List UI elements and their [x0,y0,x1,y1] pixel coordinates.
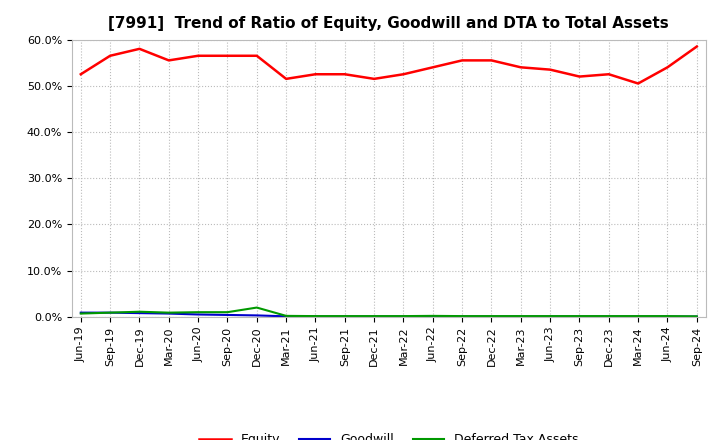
Deferred Tax Assets [106,310,114,315]
Equity [693,44,701,49]
Goodwill [605,314,613,319]
Goodwill [194,312,202,317]
Equity [634,81,642,86]
Legend: Equity, Goodwill, Deferred Tax Assets: Equity, Goodwill, Deferred Tax Assets [194,429,583,440]
Goodwill [341,314,349,319]
Goodwill [428,314,437,319]
Deferred Tax Assets [399,313,408,319]
Goodwill [546,314,554,319]
Goodwill [516,314,525,319]
Deferred Tax Assets [693,314,701,319]
Equity [223,53,232,59]
Goodwill [370,314,379,319]
Equity [575,74,584,79]
Equity [282,76,290,81]
Equity [194,53,202,59]
Equity [164,58,173,63]
Deferred Tax Assets [516,313,525,319]
Goodwill [253,313,261,318]
Goodwill [663,314,672,319]
Deferred Tax Assets [575,313,584,319]
Equity [458,58,467,63]
Deferred Tax Assets [546,313,554,319]
Goodwill [634,314,642,319]
Title: [7991]  Trend of Ratio of Equity, Goodwill and DTA to Total Assets: [7991] Trend of Ratio of Equity, Goodwil… [109,16,669,32]
Equity [76,72,85,77]
Deferred Tax Assets [135,309,144,314]
Goodwill [575,314,584,319]
Deferred Tax Assets [164,310,173,315]
Equity [106,53,114,59]
Deferred Tax Assets [253,305,261,310]
Goodwill [106,310,114,315]
Goodwill [311,314,320,319]
Deferred Tax Assets [428,313,437,319]
Goodwill [223,312,232,318]
Goodwill [458,314,467,319]
Goodwill [76,310,85,315]
Goodwill [164,311,173,316]
Equity [516,65,525,70]
Equity [370,76,379,81]
Deferred Tax Assets [487,313,496,319]
Goodwill [282,314,290,319]
Goodwill [693,314,701,319]
Line: Goodwill: Goodwill [81,313,697,316]
Equity [546,67,554,72]
Deferred Tax Assets [341,313,349,319]
Deferred Tax Assets [370,313,379,319]
Equity [605,72,613,77]
Line: Deferred Tax Assets: Deferred Tax Assets [81,308,697,316]
Equity [311,72,320,77]
Deferred Tax Assets [605,313,613,319]
Deferred Tax Assets [282,313,290,319]
Equity [341,72,349,77]
Deferred Tax Assets [458,313,467,319]
Equity [135,46,144,51]
Goodwill [135,311,144,316]
Equity [399,72,408,77]
Equity [253,53,261,59]
Equity [487,58,496,63]
Line: Equity: Equity [81,47,697,84]
Deferred Tax Assets [311,313,320,319]
Equity [663,65,672,70]
Deferred Tax Assets [663,313,672,319]
Goodwill [399,314,408,319]
Goodwill [487,314,496,319]
Deferred Tax Assets [76,311,85,316]
Deferred Tax Assets [223,309,232,315]
Deferred Tax Assets [634,313,642,319]
Deferred Tax Assets [194,309,202,315]
Equity [428,65,437,70]
